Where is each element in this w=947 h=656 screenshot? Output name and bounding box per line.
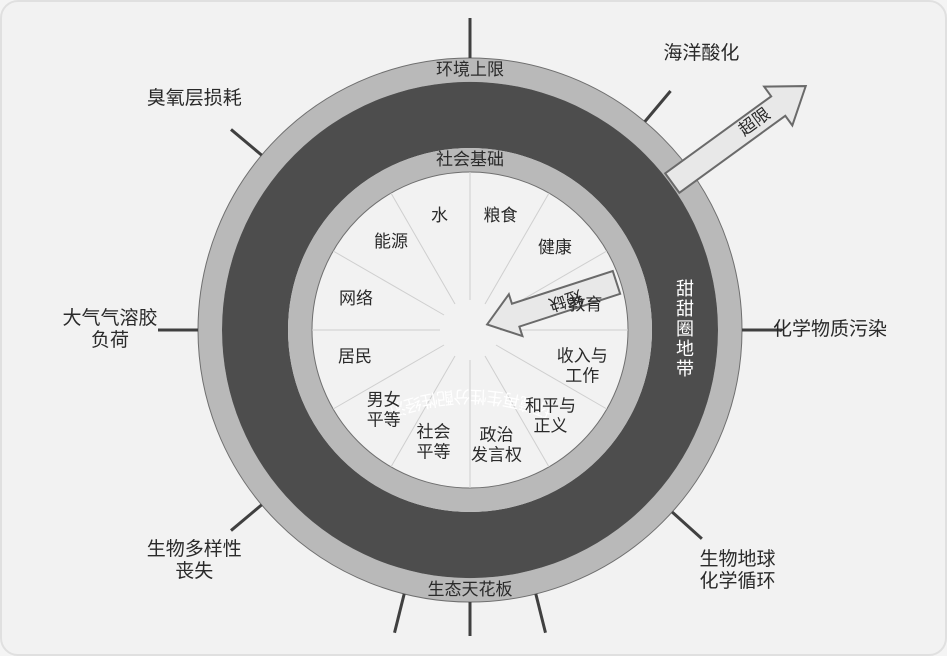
inner-label-4: 网络 bbox=[339, 290, 373, 310]
inner-label-3: 健康 bbox=[538, 238, 572, 258]
donut-zone-char-0: 甜 bbox=[676, 279, 694, 299]
diagram-stage: 超限短缺人类安全且公平的范围环境再生性分配性经济甜甜圈地带 气候变化海洋酸化化学… bbox=[2, 2, 947, 656]
inner-label-0: 水 bbox=[431, 206, 448, 226]
label-env-ceiling-top: 环境上限 bbox=[436, 60, 504, 80]
inner-label-5: 教育 bbox=[568, 296, 602, 316]
label-social-foundation: 社会基础 bbox=[436, 150, 504, 170]
donut-zone-char-3: 地 bbox=[676, 339, 694, 359]
outer-label-1: 海洋酸化 bbox=[663, 43, 739, 65]
inner-label-2: 能源 bbox=[374, 233, 408, 253]
inner-label-6: 居民 bbox=[338, 347, 372, 367]
inner-label-8: 男女 平等 bbox=[367, 391, 401, 430]
diagram-frame: 超限短缺人类安全且公平的范围环境再生性分配性经济甜甜圈地带 气候变化海洋酸化化学… bbox=[0, 0, 947, 656]
inner-label-10: 社会 平等 bbox=[417, 423, 451, 462]
inner-label-9: 和平与 正义 bbox=[525, 397, 576, 436]
donut-zone-char-1: 甜 bbox=[676, 299, 694, 319]
outer-label-3: 生物地球 化学循环 bbox=[700, 549, 776, 593]
label-eco-ceiling-bottom: 生态天花板 bbox=[428, 580, 513, 600]
outer-label-7: 大气气溶胶 负荷 bbox=[62, 308, 157, 352]
donut-zone-char-2: 圈 bbox=[676, 319, 694, 339]
donut-zone-char-4: 带 bbox=[676, 359, 694, 379]
inner-label-7: 收入与 工作 bbox=[557, 347, 608, 386]
inner-label-11: 政治 发言权 bbox=[471, 425, 522, 464]
inner-label-1: 粮食 bbox=[484, 206, 518, 226]
outer-label-6: 生物多样性 丧失 bbox=[147, 540, 242, 584]
outer-label-2: 化学物质污染 bbox=[773, 319, 887, 341]
overshoot-arrow bbox=[665, 86, 806, 193]
outer-label-8: 臭氧层损耗 bbox=[147, 88, 242, 110]
